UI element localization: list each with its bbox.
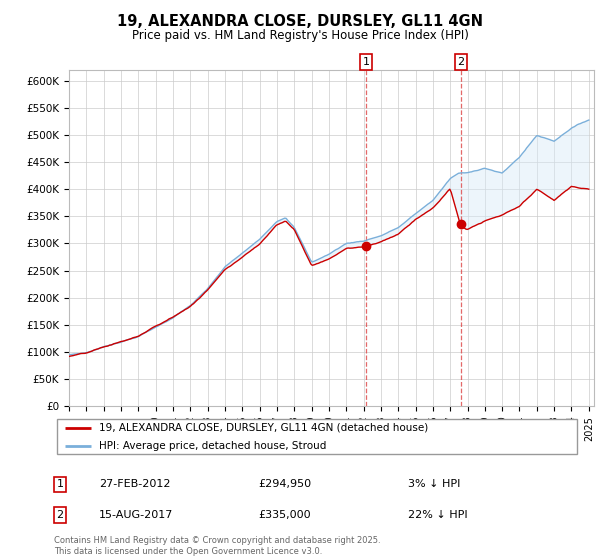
Text: 15-AUG-2017: 15-AUG-2017 [99, 510, 173, 520]
Text: 3% ↓ HPI: 3% ↓ HPI [408, 479, 460, 489]
Text: 1: 1 [56, 479, 64, 489]
Text: 2: 2 [56, 510, 64, 520]
Text: £294,950: £294,950 [258, 479, 311, 489]
Text: Price paid vs. HM Land Registry's House Price Index (HPI): Price paid vs. HM Land Registry's House … [131, 29, 469, 42]
FancyBboxPatch shape [56, 419, 577, 455]
Text: £335,000: £335,000 [258, 510, 311, 520]
Text: 22% ↓ HPI: 22% ↓ HPI [408, 510, 467, 520]
Text: 19, ALEXANDRA CLOSE, DURSLEY, GL11 4GN: 19, ALEXANDRA CLOSE, DURSLEY, GL11 4GN [117, 14, 483, 29]
Text: HPI: Average price, detached house, Stroud: HPI: Average price, detached house, Stro… [99, 441, 326, 451]
Text: 2: 2 [457, 57, 464, 67]
Text: Contains HM Land Registry data © Crown copyright and database right 2025.
This d: Contains HM Land Registry data © Crown c… [54, 536, 380, 556]
Text: 1: 1 [362, 57, 370, 67]
Text: 19, ALEXANDRA CLOSE, DURSLEY, GL11 4GN (detached house): 19, ALEXANDRA CLOSE, DURSLEY, GL11 4GN (… [99, 423, 428, 433]
Text: 27-FEB-2012: 27-FEB-2012 [99, 479, 170, 489]
